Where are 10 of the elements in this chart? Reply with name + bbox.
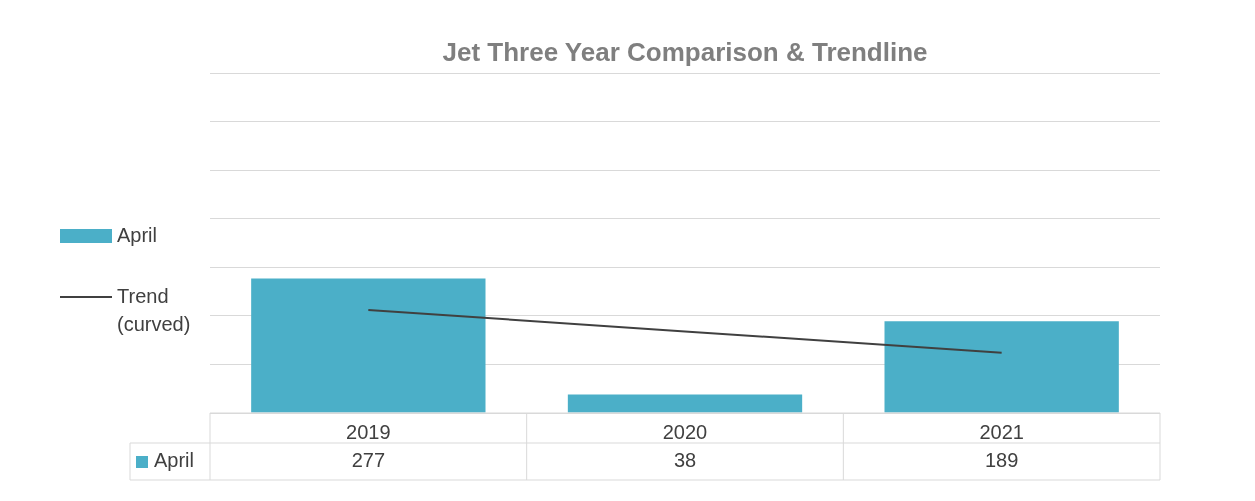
x-tick-label: 2020 [662,420,708,443]
legend-label: April [154,449,195,472]
x-tick-label: 2019 [346,420,391,443]
legend-label: Trend (curved) [117,284,191,335]
chart-title: Jet Three Year Comparison & Trendline [442,37,928,68]
x-tick-label: 2021 [979,420,1024,443]
text: April [117,223,158,246]
data-label: 189 [984,449,1019,472]
data-label: 38 [673,449,697,472]
data-label: 277 [351,449,386,472]
